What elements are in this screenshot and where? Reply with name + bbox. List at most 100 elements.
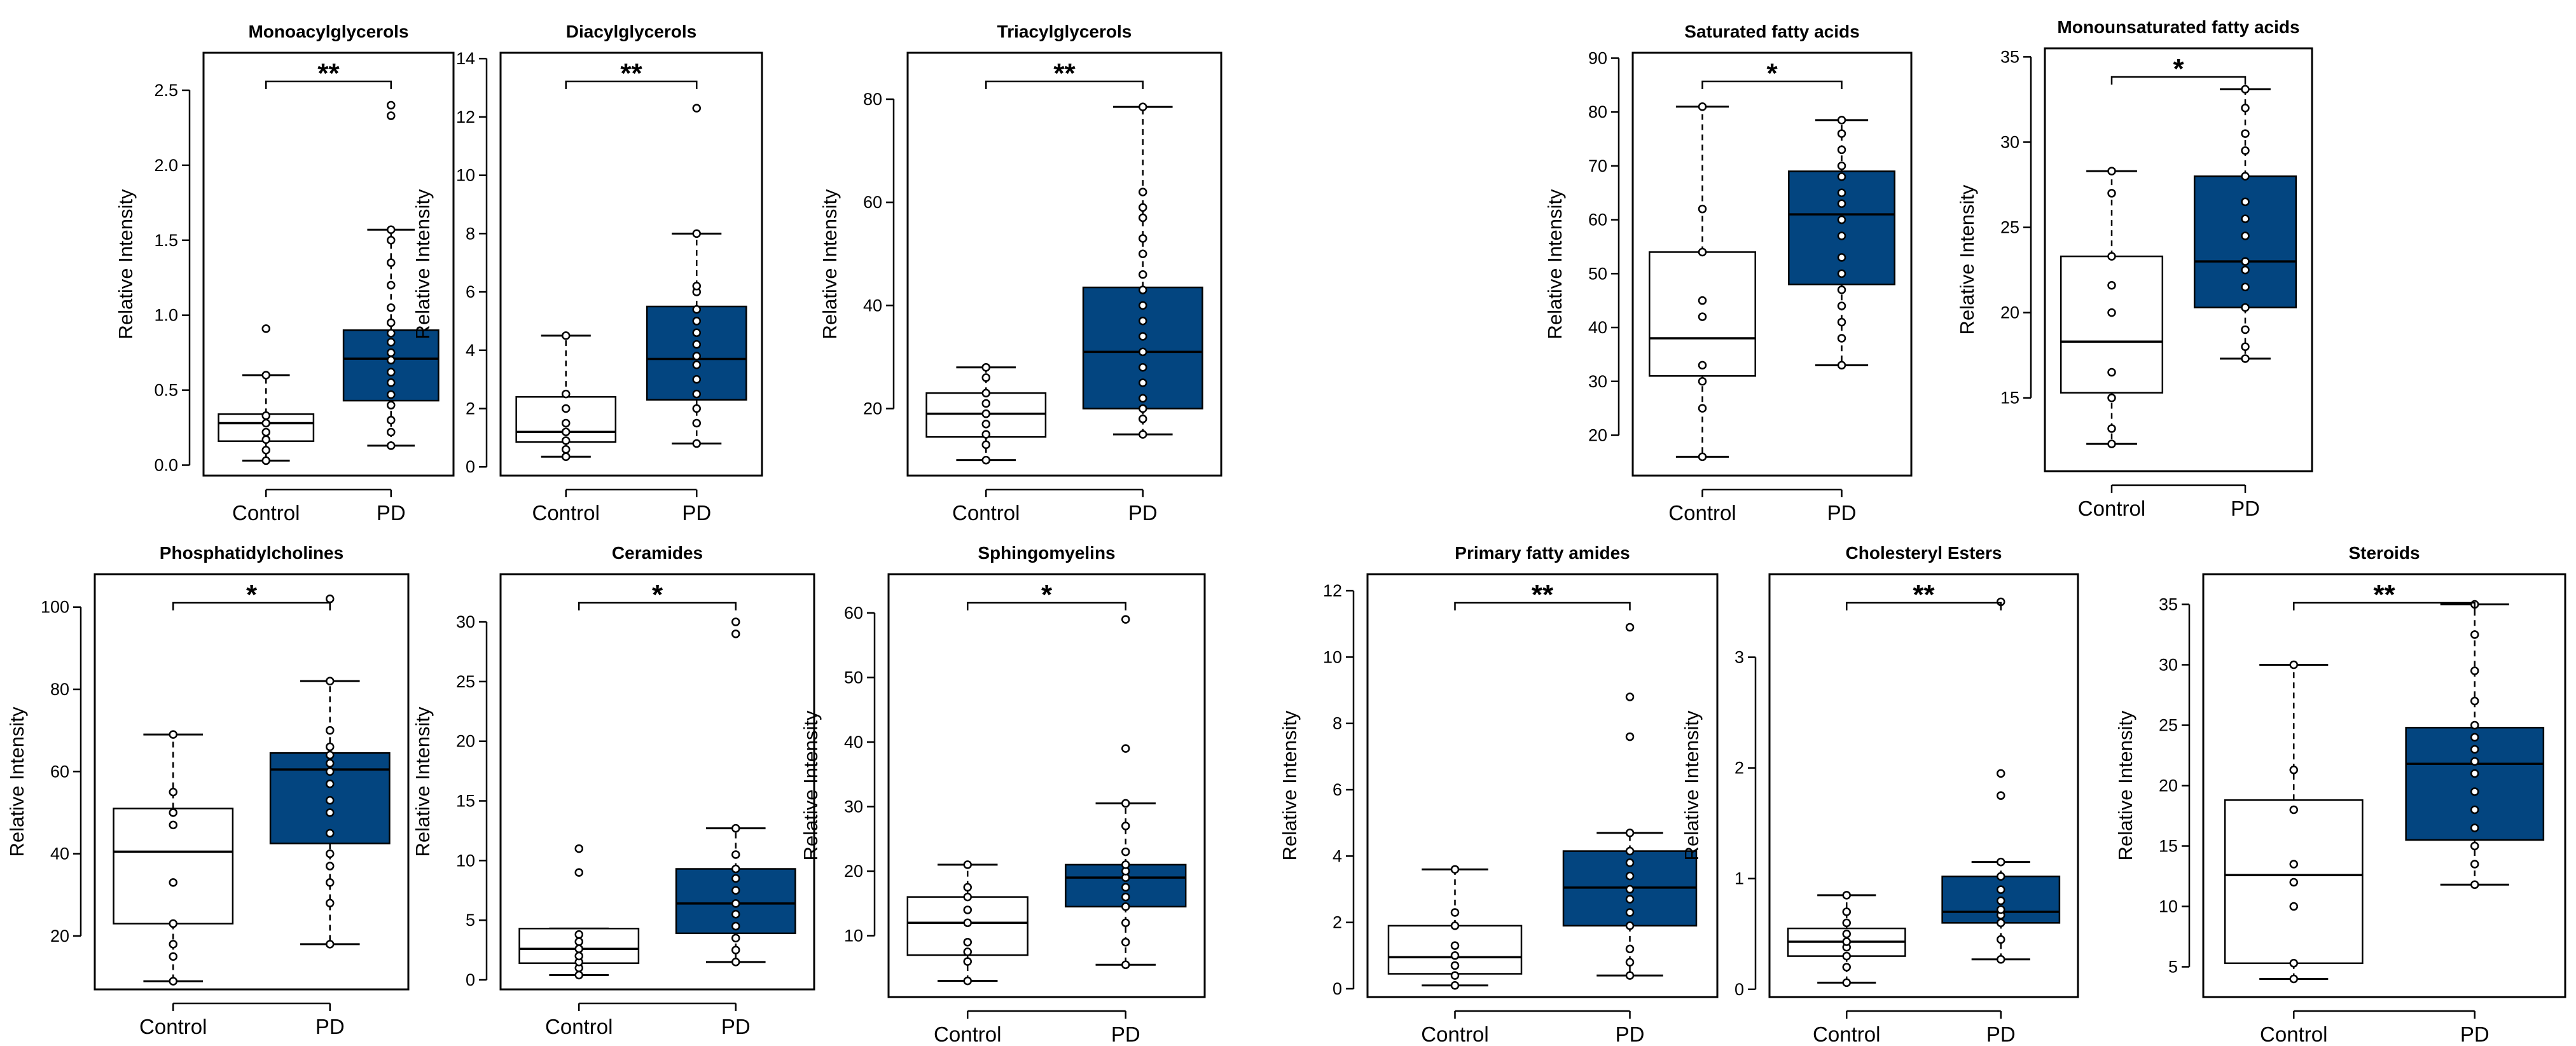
data-point bbox=[731, 850, 740, 859]
data-point bbox=[326, 595, 335, 603]
y-axis-label: Relative Intensity bbox=[412, 189, 434, 340]
data-point bbox=[387, 236, 396, 245]
data-point bbox=[692, 389, 701, 399]
category-label-pd: PD bbox=[1827, 501, 1857, 525]
data-point bbox=[692, 328, 701, 338]
data-point bbox=[169, 919, 177, 928]
data-point bbox=[1997, 935, 2005, 944]
panel-title: Diacylglycerols bbox=[566, 22, 696, 41]
box-control bbox=[1649, 102, 1756, 462]
y-tick-label: 0 bbox=[1333, 979, 1342, 998]
data-point bbox=[169, 730, 177, 739]
data-point bbox=[2241, 282, 2250, 292]
data-point bbox=[387, 368, 396, 377]
y-tick-label: 3 bbox=[1735, 648, 1744, 667]
panel-saturated-fatty-acids: Saturated fatty acids 20 30 40 50 60 70 80 90 Rel… bbox=[1544, 22, 1913, 525]
significance-marker: ** bbox=[2373, 579, 2395, 610]
y-tick-label: 14 bbox=[456, 49, 475, 68]
y-tick-label: 60 bbox=[50, 762, 69, 781]
data-point bbox=[387, 318, 396, 327]
data-point bbox=[1997, 918, 2005, 928]
data-point bbox=[2241, 342, 2250, 352]
data-point bbox=[261, 456, 270, 465]
data-point bbox=[326, 742, 335, 752]
data-point bbox=[2241, 146, 2250, 155]
data-point bbox=[1698, 204, 1707, 214]
data-point bbox=[963, 947, 972, 956]
data-point bbox=[731, 864, 740, 874]
significance-bracket bbox=[967, 602, 1126, 610]
data-point bbox=[731, 874, 740, 883]
data-point bbox=[326, 767, 335, 776]
category-label-pd: PD bbox=[682, 501, 711, 525]
data-point bbox=[1698, 361, 1707, 370]
y-tick-label: 5 bbox=[466, 911, 475, 930]
data-point bbox=[1450, 971, 1460, 980]
data-point bbox=[1139, 362, 1147, 372]
category-label-control: Control bbox=[1668, 501, 1736, 525]
y-tick-label: 12 bbox=[1323, 581, 1342, 600]
data-point bbox=[692, 360, 701, 369]
significance-bracket bbox=[265, 80, 392, 89]
y-tick-label: 20 bbox=[863, 399, 882, 418]
category-label-pd: PD bbox=[1616, 1022, 1645, 1046]
data-point bbox=[1837, 215, 1846, 224]
data-point bbox=[261, 427, 270, 437]
y-tick-label: 15 bbox=[2159, 837, 2178, 856]
significance-marker: ** bbox=[620, 58, 642, 89]
data-point bbox=[261, 435, 270, 444]
iqr-box bbox=[2224, 799, 2364, 965]
category-label-pd: PD bbox=[721, 1015, 751, 1038]
data-point bbox=[387, 427, 396, 437]
box-control bbox=[515, 331, 617, 461]
y-tick-label: 20 bbox=[1588, 425, 1607, 444]
significance-bracket bbox=[2293, 602, 2476, 610]
data-point bbox=[1121, 847, 1130, 857]
data-point bbox=[1121, 615, 1130, 624]
data-point bbox=[1121, 799, 1130, 808]
data-point bbox=[261, 411, 270, 420]
data-point bbox=[981, 440, 990, 450]
y-tick-label: 20 bbox=[2000, 303, 2019, 322]
data-point bbox=[1450, 865, 1460, 874]
panel-title: Monoacylglycerols bbox=[248, 22, 408, 41]
data-point bbox=[387, 401, 396, 409]
data-point bbox=[169, 952, 177, 961]
data-point bbox=[2470, 720, 2479, 730]
data-point bbox=[2107, 308, 2116, 317]
y-tick-label: 30 bbox=[2159, 656, 2178, 675]
box-control bbox=[1387, 865, 1523, 990]
data-point bbox=[692, 439, 701, 448]
data-point bbox=[387, 415, 396, 425]
data-point bbox=[2107, 439, 2116, 448]
data-point bbox=[1997, 896, 2005, 905]
data-point bbox=[387, 280, 396, 290]
y-tick-label: 30 bbox=[844, 797, 863, 816]
significance-marker: * bbox=[2173, 53, 2184, 85]
data-point bbox=[2470, 745, 2479, 754]
category-label-control: Control bbox=[1813, 1022, 1880, 1046]
data-point bbox=[731, 946, 740, 954]
plot-frame bbox=[2202, 573, 2566, 998]
category-label-pd: PD bbox=[1111, 1022, 1140, 1046]
data-point bbox=[692, 317, 701, 326]
data-point bbox=[1139, 286, 1147, 294]
panel-diacylglycerols: Diacylglycerols 0 2 4 6 8 10 12 14 Relative Inten… bbox=[412, 22, 763, 525]
data-point bbox=[574, 844, 583, 853]
data-point bbox=[731, 899, 740, 908]
y-tick-label: 15 bbox=[2000, 389, 2019, 408]
data-point bbox=[387, 348, 396, 357]
data-point bbox=[562, 427, 571, 436]
box-control bbox=[518, 844, 640, 980]
significance-marker: * bbox=[246, 579, 258, 610]
category-label-pd: PD bbox=[2231, 497, 2260, 520]
y-tick-label: 35 bbox=[2159, 595, 2178, 614]
data-point bbox=[2241, 265, 2250, 275]
data-point bbox=[1842, 937, 1851, 946]
data-point bbox=[1625, 908, 1635, 917]
y-tick-label: 10 bbox=[1323, 647, 1342, 666]
data-point bbox=[1997, 769, 2005, 778]
y-tick-label: 8 bbox=[466, 224, 475, 243]
data-point bbox=[387, 390, 396, 399]
data-point bbox=[2241, 303, 2250, 312]
